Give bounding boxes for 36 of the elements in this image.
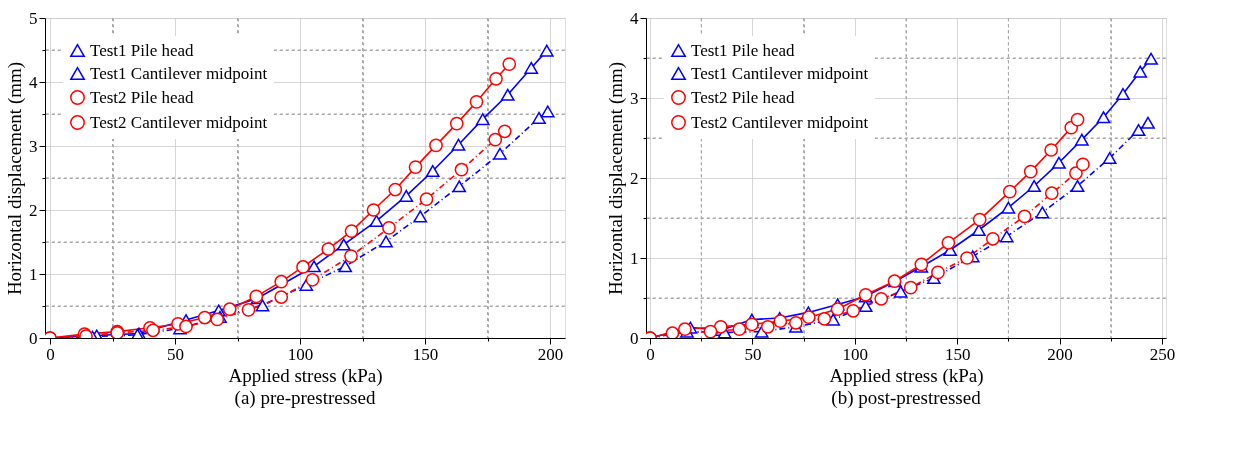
x-tick-label: 0 xyxy=(46,344,55,364)
legend-label: Test2 Pile head xyxy=(90,87,195,107)
y-tick-label: 0 xyxy=(29,328,38,348)
y-tick-label: 1 xyxy=(29,264,38,284)
x-axis-title: Applied stress (kPa) xyxy=(228,364,383,387)
text: (b) post-prestressed xyxy=(831,387,982,409)
y-axis-title: Horizontal displacement (mm) xyxy=(4,61,26,296)
legend-label: Test1 Cantilever midpoint xyxy=(691,63,869,83)
y-tick-label: 0 xyxy=(630,328,639,348)
x-tick-label: 150 xyxy=(412,344,439,364)
y-axis-title: Horizontal displacement (mm) xyxy=(605,61,627,296)
x-tick-label: 100 xyxy=(287,344,314,364)
y-tick-label: 3 xyxy=(29,136,38,156)
y-tick-label: 2 xyxy=(630,168,639,188)
legend-label: Test2 Cantilever midpoint xyxy=(691,112,869,132)
x-tick-label: 50 xyxy=(167,344,184,364)
x-tick-label: 0 xyxy=(646,344,655,364)
legend-label: Test1 Pile head xyxy=(691,40,796,60)
y-tick-label: 3 xyxy=(630,88,639,108)
y-tick-label: 2 xyxy=(29,200,38,220)
x-axis-title: Applied stress (kPa) xyxy=(829,364,984,387)
legend-label: Test2 Cantilever midpoint xyxy=(90,112,268,132)
y-tick-label: 5 xyxy=(29,8,38,28)
x-tick-label: 50 xyxy=(744,344,762,364)
text: (a) pre-prestressed xyxy=(234,387,376,409)
y-tick-label: 4 xyxy=(630,8,639,28)
y-tick-label: 4 xyxy=(29,72,38,92)
legend-label: Test2 Pile head xyxy=(691,87,796,107)
x-tick-label: 150 xyxy=(944,344,971,364)
legend-label: Test1 Pile head xyxy=(90,40,195,60)
y-tick-label: 1 xyxy=(630,248,639,268)
legend-label: Test1 Cantilever midpoint xyxy=(90,63,268,83)
x-tick-label: 200 xyxy=(537,344,564,364)
x-tick-label: 250 xyxy=(1149,344,1176,364)
x-tick-label: 100 xyxy=(842,344,869,364)
x-tick-label: 200 xyxy=(1047,344,1073,364)
